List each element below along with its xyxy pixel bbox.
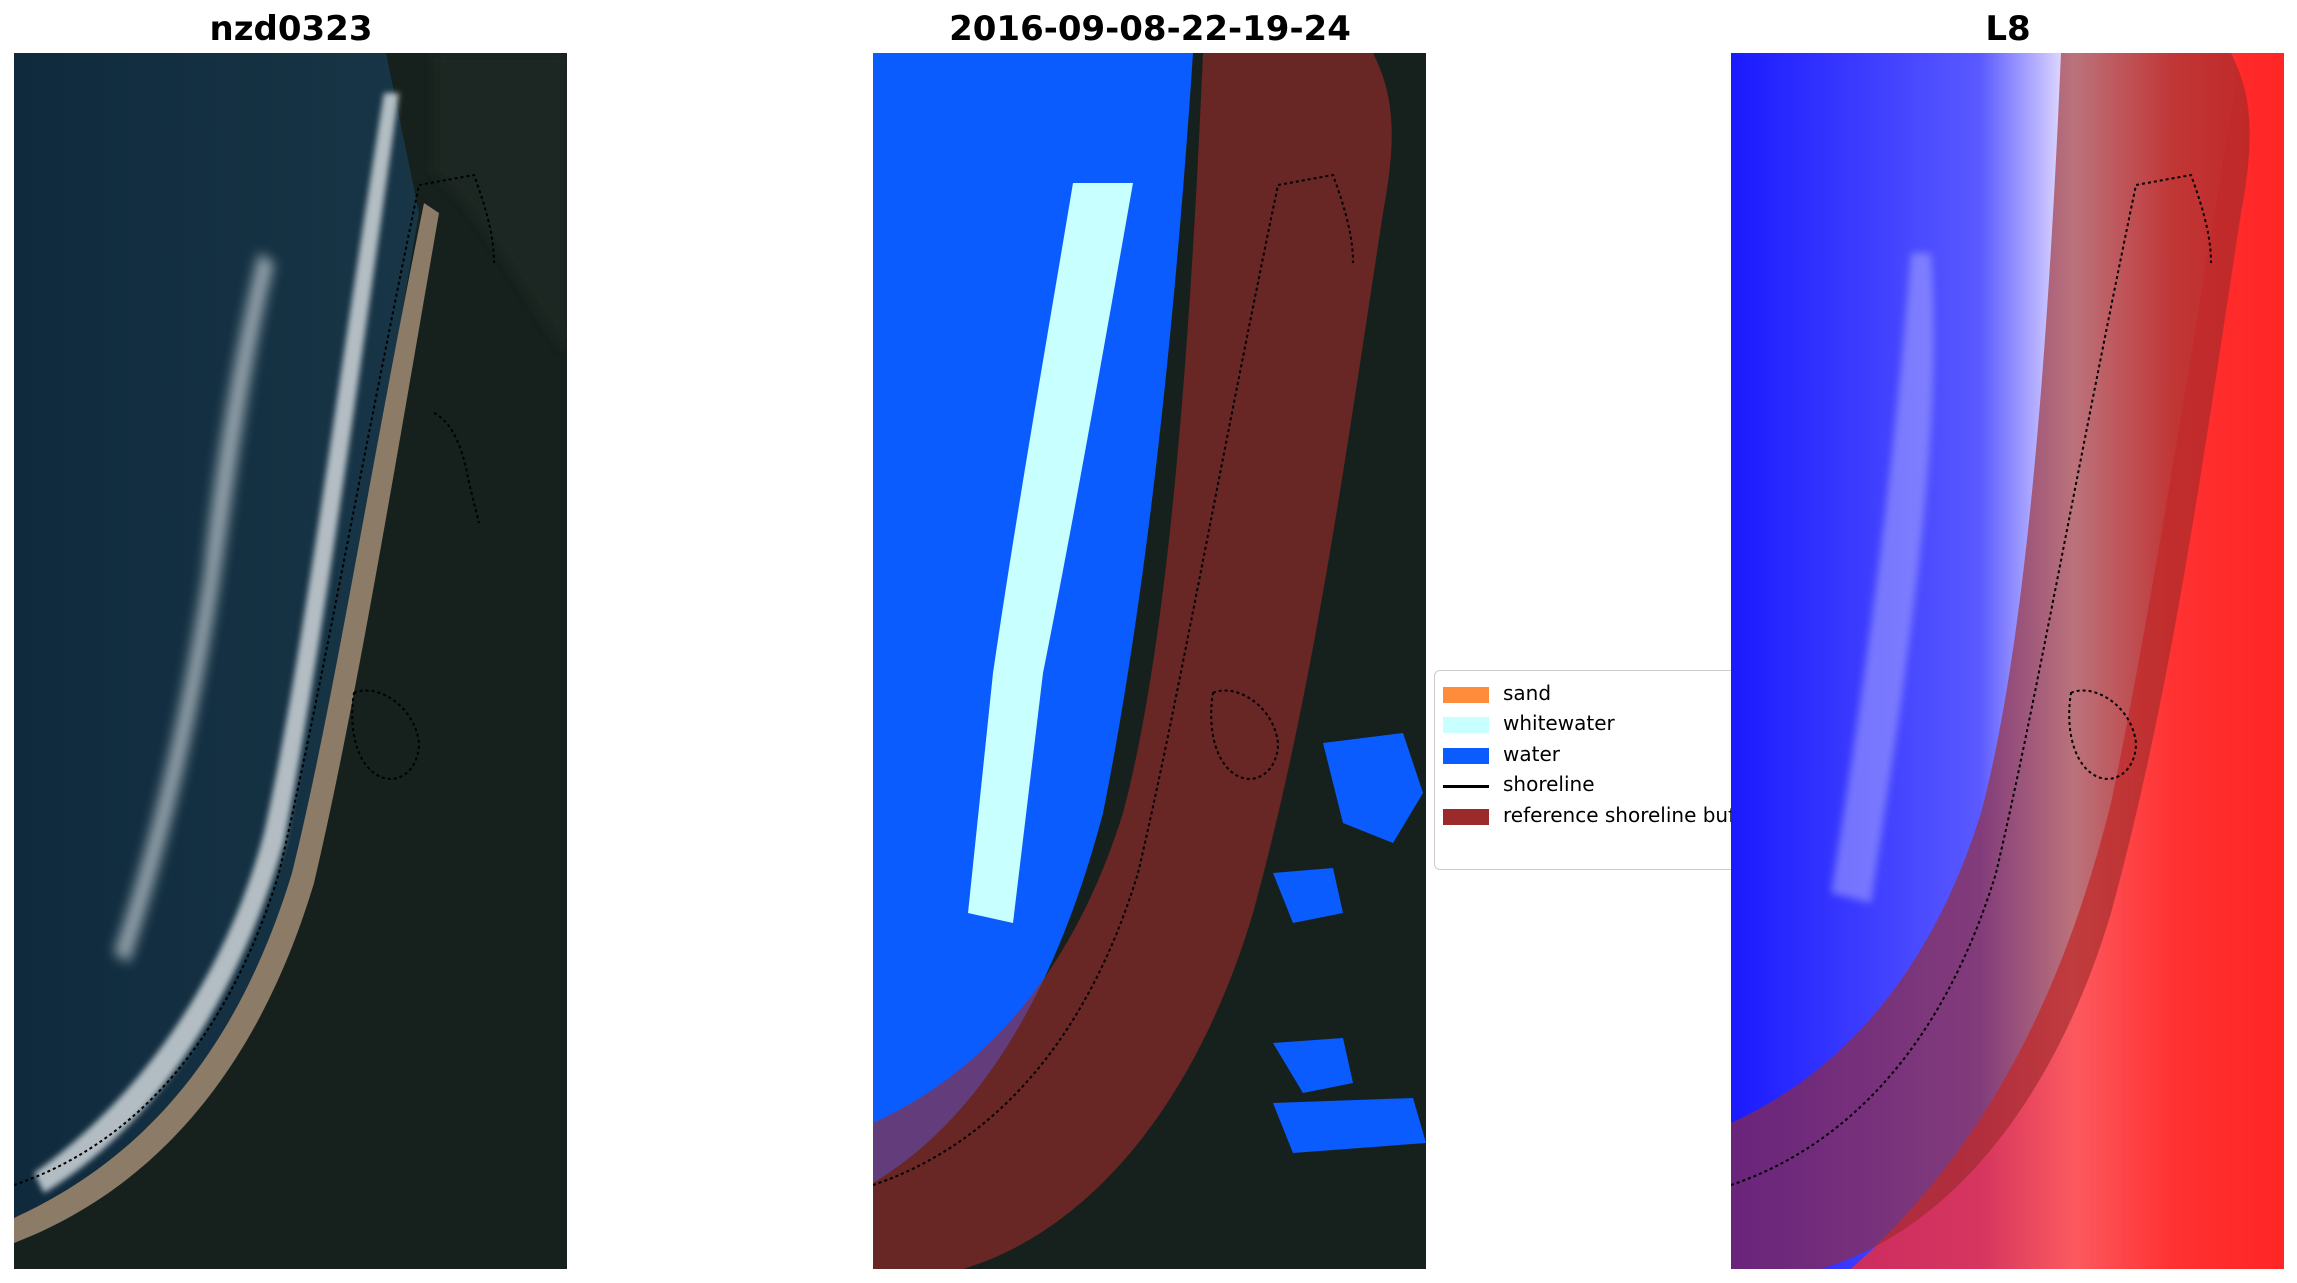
legend-label-whitewater: whitewater (1503, 711, 1615, 736)
classified-image (873, 53, 1426, 1269)
legend-item-sand: sand (1435, 679, 1731, 709)
index-image (1731, 53, 2284, 1269)
index-image-panel (1731, 53, 2284, 1269)
legend-swatch-shoreline (1443, 785, 1489, 789)
panel-title-index: L8 (1985, 9, 2031, 49)
legend-item-shoreline: shoreline (1435, 770, 1731, 800)
legend-label-sand: sand (1503, 681, 1552, 705)
panel-title-rgb: nzd0323 (209, 9, 373, 49)
rgb-image (14, 53, 567, 1269)
legend-swatch-water (1443, 747, 1489, 764)
legend-swatch-reference-buffer (1443, 808, 1489, 825)
legend-label-water: water (1503, 741, 1560, 766)
legend-item-whitewater: whitewater (1435, 709, 1731, 739)
legend-label-reference-buffer: reference shoreline buffer (1503, 802, 1731, 827)
legend-swatch-whitewater (1443, 717, 1489, 734)
legend-swatch-sand (1443, 687, 1489, 703)
legend: sand whitewater water shoreline referenc… (1434, 670, 1731, 870)
rgb-image-panel (14, 53, 567, 1269)
legend-item-water: water (1435, 740, 1731, 770)
panel-title-classified: 2016-09-08-22-19-24 (949, 9, 1351, 49)
legend-label-shoreline: shoreline (1503, 772, 1595, 797)
classified-image-panel (873, 53, 1426, 1269)
legend-item-reference-buffer: reference shoreline buffer (1435, 801, 1731, 831)
